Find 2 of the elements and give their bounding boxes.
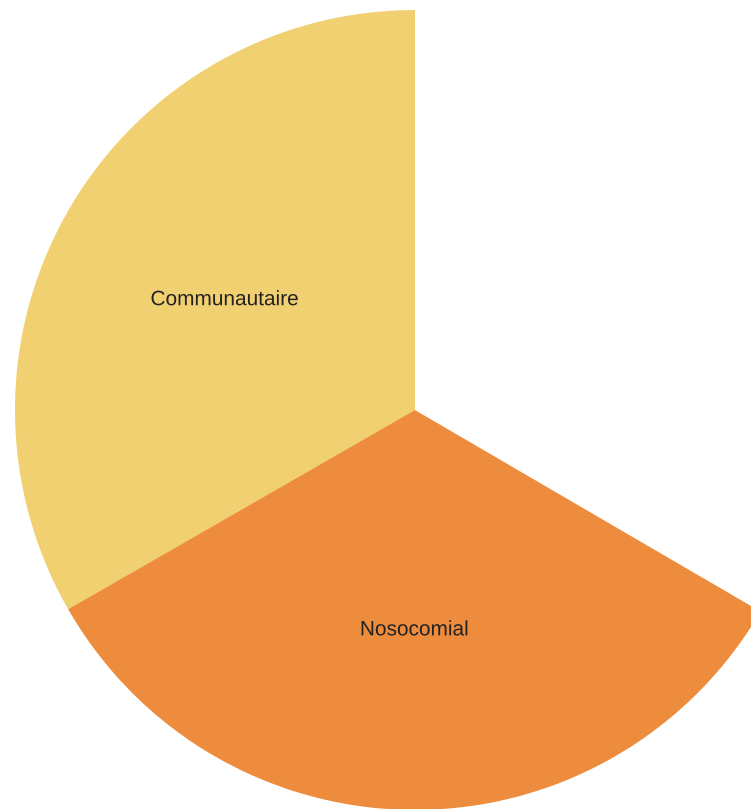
slice-label: Nosocomial [362, 620, 468, 636]
slice-label: Communautaire [152, 290, 298, 306]
